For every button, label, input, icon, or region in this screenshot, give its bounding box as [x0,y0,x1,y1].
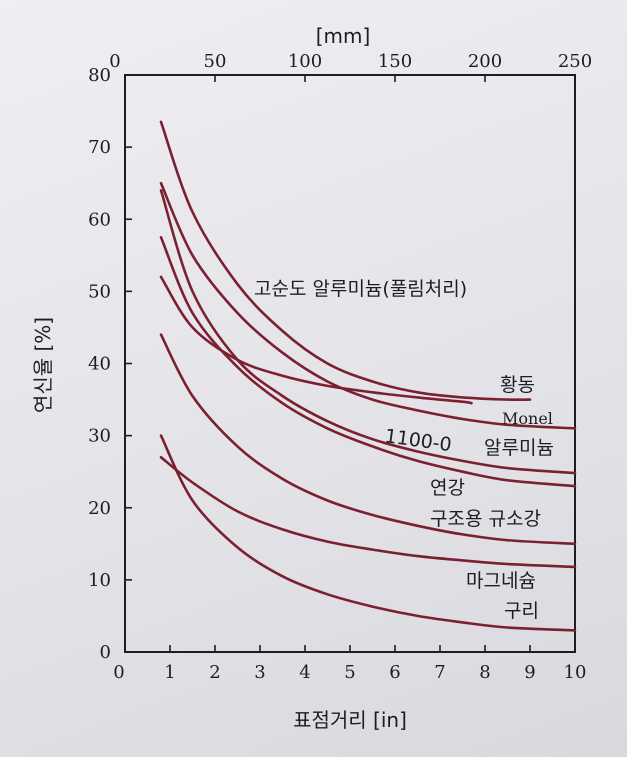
label-high-purity-aluminum: 고순도 알루미늄(풀림처리) [254,278,467,300]
label-structural-silicon-steel: 구조용 규소강 [430,508,541,530]
curve-high-purity-aluminum [159,120,532,402]
curve-1100-0-aluminum [159,189,577,475]
label-aluminum: 알루미늄 [484,437,554,459]
x2-tick-label: 0 [109,51,120,72]
x2-axis-title: [mm] [316,24,371,48]
x2-tick-label: 150 [378,51,412,72]
x2-tick-label: 50 [204,51,227,72]
curve-magnesium [159,456,577,569]
y-tick-label: 30 [88,426,111,447]
y-tick-label: 60 [88,209,111,230]
x2-tick-label: 200 [468,51,502,72]
x-tick-label: 10 [564,662,587,683]
x-tick-label: 9 [524,662,535,683]
y-axis-title: 연신율 [%] [31,317,55,413]
x-tick-label: 5 [344,662,355,683]
y-tick-label: 50 [88,281,111,302]
x-tick-label: 2 [209,662,220,683]
curve-monel [159,181,577,430]
x-tick-label: 8 [479,662,490,683]
x-tick-label: 4 [299,662,310,683]
x-tick-label: 3 [254,662,265,683]
plot-border [124,74,576,653]
x-axis-title: 표점거리 [in] [293,708,407,732]
x-tick-label: 0 [113,662,124,683]
y-tick-label: 20 [88,498,111,519]
curve-mild-steel [159,236,577,488]
plot-frame: 0 1 2 3 4 5 6 7 8 9 100 50 100 150 200 2500102030405060… [88,51,592,683]
x-tick-label: 7 [434,662,445,683]
y-tick-label: 70 [88,137,111,158]
y-tick-label: 0 [100,642,111,663]
curve-brass [159,275,473,405]
label-1100-0: 1100-0 [383,425,453,456]
curves [159,120,577,632]
label-brass: 황동 [500,374,535,396]
x-tick-label: 6 [389,662,400,683]
label-magnesium: 마그네슘 [466,570,536,592]
label-mild-steel: 연강 [430,477,465,499]
y-tick-label: 40 [88,354,111,375]
label-monel: Monel [502,409,553,428]
curve-structural-silicon-steel [159,333,577,546]
labels: [mm] 표점거리 [in] 연신율 [%] 고순도 알루미늄(풀림처리) 황동… [31,24,554,732]
y-tick-label: 80 [88,65,111,86]
x-tick-label: 1 [164,662,175,683]
y-tick-label: 10 [88,570,111,591]
x2-tick-label: 100 [288,51,322,72]
curve-copper [159,434,577,632]
x2-tick-label: 250 [558,51,592,72]
label-copper: 구리 [504,600,539,622]
